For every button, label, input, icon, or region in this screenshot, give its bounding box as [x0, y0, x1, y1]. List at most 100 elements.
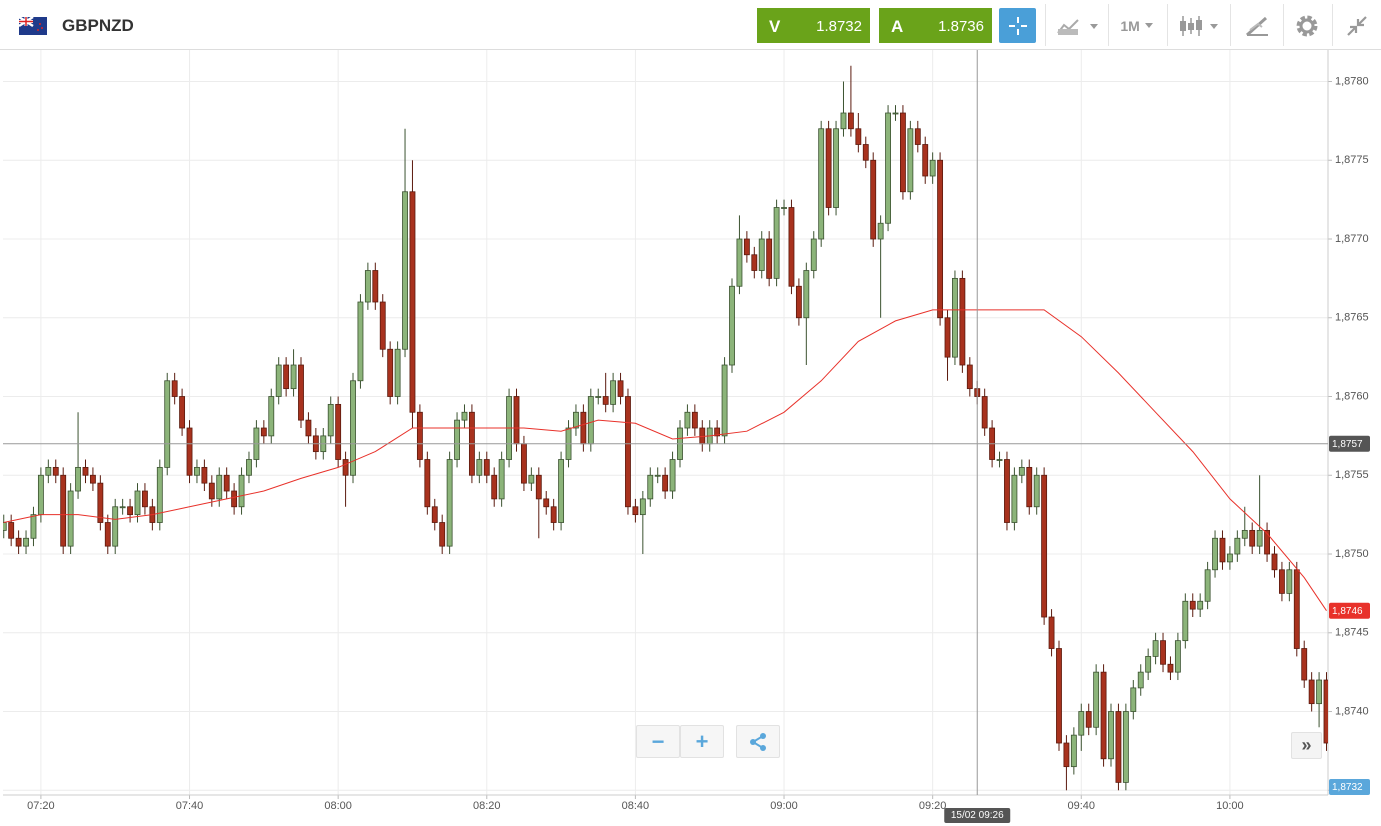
x-tick-label: 10:00: [1216, 800, 1244, 812]
candle-body: [112, 506, 119, 547]
candle-body: [127, 506, 134, 516]
settings-button[interactable]: [1290, 8, 1324, 43]
candle-body: [357, 301, 364, 382]
candle-body: [1212, 537, 1218, 571]
candle-body: [416, 411, 423, 460]
candle-body: [372, 270, 379, 303]
candle-body: [342, 459, 349, 476]
candle-body: [714, 427, 721, 437]
candle-body: [67, 490, 74, 547]
crosshair-price-label-box: [1329, 435, 1370, 452]
candle-body: [290, 364, 297, 390]
candle-body: [937, 159, 944, 319]
candle-body: [216, 474, 223, 500]
collapse-icon: [1347, 15, 1367, 36]
candle-body: [662, 474, 669, 492]
candle-body: [1070, 734, 1077, 768]
candle-body: [966, 364, 973, 390]
y-tick-label: 1,8745: [1335, 627, 1369, 639]
sell-price: 1.8732: [816, 18, 862, 35]
candle-body: [1278, 569, 1285, 594]
candle-body: [283, 364, 290, 390]
candle-body: [1152, 640, 1159, 657]
crosshair-price-label: 1,8757: [1332, 439, 1363, 450]
y-tick-label: 1,8770: [1335, 233, 1369, 245]
candle-body: [431, 506, 438, 523]
candle-body: [483, 459, 490, 476]
crosshair-button[interactable]: [999, 8, 1036, 43]
candle-body: [1004, 459, 1010, 523]
candle-body: [45, 466, 52, 476]
candle-body: [491, 474, 498, 500]
candle-body: [721, 364, 728, 437]
candle-body: [632, 506, 639, 516]
candle-body: [394, 348, 401, 397]
candle-body: [751, 254, 758, 271]
candle-body: [1056, 648, 1062, 744]
sell-button[interactable]: V 1.8732: [757, 8, 870, 43]
candle-body: [810, 238, 817, 271]
candle-style-button[interactable]: [1174, 8, 1224, 43]
candle-body: [996, 459, 1003, 461]
candle-body: [97, 482, 104, 523]
candle-body: [639, 498, 646, 516]
candle-body: [513, 396, 520, 445]
candle-body: [543, 498, 550, 508]
separator: [1283, 4, 1284, 46]
collapse-button[interactable]: [1340, 8, 1374, 43]
candle-body: [1241, 529, 1248, 539]
candle-body: [1078, 711, 1085, 736]
candle-body: [1122, 711, 1129, 783]
plot-background: [3, 50, 1328, 795]
candle-body: [424, 459, 431, 508]
candle-body: [855, 128, 862, 145]
candle-body: [952, 277, 958, 358]
gear-icon: [1296, 15, 1318, 36]
candle-body: [156, 466, 163, 523]
candle-body: [260, 427, 267, 437]
candle-body: [439, 522, 446, 547]
candle-body: [446, 459, 453, 547]
candle-body: [171, 380, 178, 397]
candle-body: [773, 207, 780, 279]
timeframe-button[interactable]: 1M: [1112, 8, 1162, 43]
candle-body: [37, 474, 44, 516]
candle-body: [327, 403, 334, 437]
candle-body: [1271, 553, 1278, 571]
header: GBPNZD V 1.8732 A 1.8736 1M: [0, 0, 1381, 50]
draw-button[interactable]: [1240, 8, 1274, 43]
candle-body: [691, 411, 698, 429]
candle-body: [409, 191, 416, 413]
candle-body: [1182, 600, 1189, 642]
zoom-in-button[interactable]: +: [680, 725, 724, 758]
candle-body: [1167, 663, 1174, 673]
zoom-out-button[interactable]: −: [636, 725, 680, 758]
candle-body: [164, 380, 171, 468]
buy-button[interactable]: A 1.8736: [879, 8, 992, 43]
candle-body: [134, 490, 141, 516]
chart-type-button[interactable]: [1052, 8, 1102, 43]
candle-body: [119, 506, 126, 509]
share-button[interactable]: [736, 725, 780, 758]
candle-body: [1033, 474, 1040, 508]
share-icon: [750, 732, 766, 751]
candle-body: [335, 403, 342, 460]
y-tick-label: 1,8780: [1335, 75, 1369, 87]
scroll-right-button[interactable]: »: [1291, 732, 1322, 759]
candle-body: [900, 112, 906, 193]
candle-body: [1316, 679, 1323, 705]
candle-body: [758, 238, 765, 271]
candle-body: [803, 270, 810, 319]
candle-body: [825, 128, 832, 208]
candle-body: [840, 112, 847, 130]
candle-body: [350, 380, 356, 476]
candle-body: [387, 348, 394, 397]
candle-body: [1323, 679, 1328, 744]
candle-body: [402, 191, 408, 350]
candle-body: [82, 466, 89, 476]
candle-body: [1189, 600, 1196, 610]
candle-body: [602, 396, 609, 405]
candle-body: [275, 364, 282, 397]
flag: [19, 17, 47, 35]
